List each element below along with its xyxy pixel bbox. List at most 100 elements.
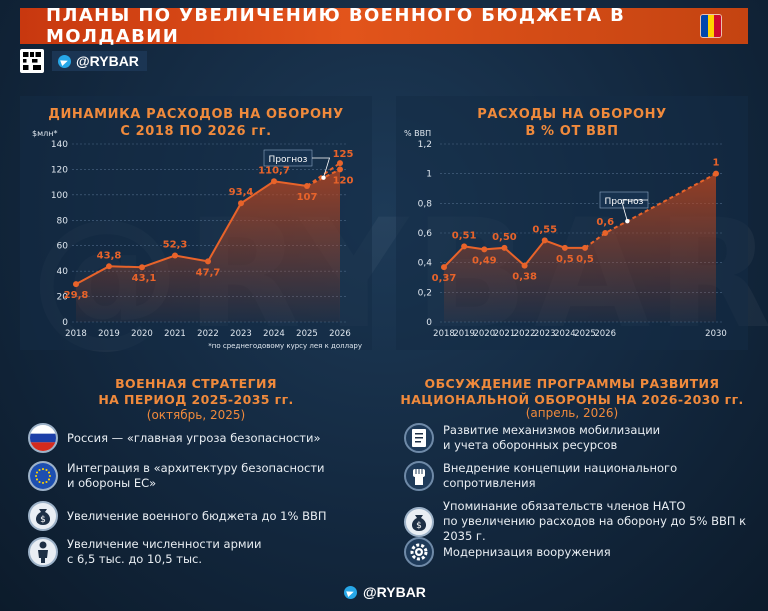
russia-flag-icon bbox=[28, 423, 58, 453]
data-point bbox=[205, 258, 211, 265]
y-tick-label: 140 bbox=[51, 140, 68, 150]
data-point bbox=[139, 264, 145, 271]
fist-icon bbox=[404, 461, 434, 491]
y-tick-label: 1,2 bbox=[418, 140, 432, 150]
x-tick-label: 2020 bbox=[131, 329, 153, 339]
list-item: Развитие механизмов мобилизации и учета … bbox=[404, 423, 660, 453]
y-axis-label: % ВВП bbox=[404, 129, 431, 138]
x-tick-label: 2030 bbox=[705, 329, 727, 339]
data-label: 0,50 bbox=[492, 232, 517, 243]
data-point bbox=[541, 237, 548, 244]
data-point bbox=[602, 230, 609, 236]
y-tick-label: 0,2 bbox=[418, 288, 432, 298]
qr-code-icon[interactable] bbox=[20, 49, 44, 73]
svg-text:$: $ bbox=[40, 515, 46, 525]
series-line bbox=[75, 180, 308, 285]
header-banner: ПЛАНЫ ПО УВЕЛИЧЕНИЮ ВОЕННОГО БЮДЖЕТА В М… bbox=[20, 5, 748, 47]
x-tick-label: 2021 bbox=[164, 329, 186, 339]
data-point bbox=[172, 252, 178, 259]
chart-spending: 0 20 40 60 80 100 120 140 $млн* 2018 2019 2020 2021 2… bbox=[32, 129, 362, 350]
y-tick-label: 0 bbox=[426, 318, 432, 328]
annotation-label: Прогноз bbox=[605, 197, 644, 207]
x-tick-label: 2026 bbox=[594, 329, 616, 339]
chart-gdp: 00,20,40,60,811,2% ВВП201820192020202120… bbox=[404, 129, 727, 339]
brand-tag[interactable]: @RYBAR bbox=[52, 51, 147, 71]
list-item-text: Развитие механизмов мобилизации и учета … bbox=[443, 423, 661, 452]
data-label: 120 bbox=[333, 175, 354, 186]
list-item: Интеграция в «архитектуру безопасности и… bbox=[28, 461, 325, 491]
brand-row: @RYBAR bbox=[20, 48, 147, 74]
data-label: 0,55 bbox=[532, 224, 557, 235]
annotation-dot bbox=[625, 218, 630, 224]
data-label: 93,4 bbox=[229, 187, 254, 198]
telegram-icon bbox=[344, 585, 357, 599]
data-label: 0,5 bbox=[556, 254, 574, 265]
x-tick-label: 2023 bbox=[534, 329, 556, 339]
x-tick-label: 2021 bbox=[494, 329, 516, 339]
moldova-flag-icon bbox=[700, 14, 722, 38]
series-line bbox=[443, 239, 586, 268]
x-tick-label: 2024 bbox=[263, 329, 285, 339]
data-label: 0,5 bbox=[576, 254, 594, 265]
list-item: $ Увеличение военного бюджета до 1% ВВП bbox=[28, 501, 327, 531]
area-fill bbox=[76, 169, 340, 322]
data-point bbox=[73, 281, 79, 288]
data-label: 0,6 bbox=[596, 217, 614, 228]
svg-text:$: $ bbox=[416, 521, 422, 531]
y-tick-label: 40 bbox=[57, 267, 69, 277]
data-label: 43,1 bbox=[132, 273, 157, 284]
y-axis-label: $млн* bbox=[32, 129, 57, 138]
annotation-leader bbox=[312, 157, 331, 178]
program-title: ОБСУЖДЕНИЕ ПРОГРАММЫ РАЗВИТИЯ НАЦИОНАЛЬН… bbox=[400, 376, 744, 407]
annotation-label: Прогноз bbox=[269, 155, 308, 165]
telegram-icon bbox=[58, 54, 71, 68]
data-point bbox=[481, 246, 488, 253]
data-label: 107 bbox=[297, 192, 318, 203]
chart-panel-gdp: РАСХОДЫ НА ОБОРОНУ В % ОТ ВВП 0 0,2 0,4 0,6… bbox=[396, 96, 748, 350]
gear-icon bbox=[404, 537, 434, 567]
data-label: 0,38 bbox=[512, 272, 537, 283]
list-item-text: Упоминание обязательств членов НАТО по у… bbox=[443, 499, 747, 543]
data-label: 29,8 bbox=[64, 290, 89, 301]
data-label: 0,37 bbox=[432, 273, 457, 284]
chart-title-gdp: РАСХОДЫ НА ОБОРОНУ В % ОТ ВВП bbox=[477, 107, 667, 139]
money-bag-icon: $ bbox=[404, 506, 434, 537]
strategy-title: ВОЕННАЯ СТРАТЕГИЯ НА ПЕРИОД 2025-2035 гг… bbox=[98, 376, 294, 407]
flag-stripe-red bbox=[714, 15, 721, 37]
brand-handle: @RYBAR bbox=[76, 53, 139, 69]
strategy-list: Россия — «главная угроза безопасности» Ин… bbox=[28, 423, 368, 573]
y-tick-label: 80 bbox=[57, 216, 69, 226]
data-point bbox=[106, 263, 112, 270]
list-item-text: Увеличение численности армии с 6,5 тыс. … bbox=[67, 537, 262, 566]
data-point bbox=[521, 262, 528, 269]
list-item-text: Увеличение военного бюджета до 1% ВВП bbox=[67, 508, 327, 523]
data-label: 0,49 bbox=[472, 255, 497, 266]
flag-stripe-yellow bbox=[707, 15, 715, 37]
annotation-dot bbox=[321, 175, 326, 180]
data-point bbox=[238, 200, 244, 207]
data-label: 43,8 bbox=[97, 250, 122, 261]
data-point bbox=[713, 170, 719, 177]
y-tick-label: 120 bbox=[51, 165, 68, 175]
program-list: Развитие механизмов мобилизации и учета … bbox=[404, 423, 748, 573]
forecast-line-low bbox=[306, 168, 341, 187]
x-tick-label: 2019 bbox=[453, 329, 475, 339]
data-point bbox=[561, 244, 568, 251]
footer-handle: @RYBAR bbox=[363, 584, 426, 600]
x-tick-label: 2024 bbox=[554, 329, 576, 339]
footer-brand[interactable]: @RYBAR bbox=[344, 582, 426, 602]
list-item: $ Упоминание обязательств членов НАТО по … bbox=[404, 499, 748, 544]
list-item: Модернизация вооружения bbox=[404, 537, 611, 567]
list-item-text: Россия — «главная угроза безопасности» bbox=[67, 430, 321, 445]
soldier-icon bbox=[28, 537, 58, 567]
data-label: 0,51 bbox=[452, 230, 477, 241]
forecast-line bbox=[584, 172, 717, 249]
list-item-text: Интеграция в «архитектуру безопасности и… bbox=[67, 461, 325, 490]
program-subtitle: (апрель, 2026) bbox=[525, 406, 619, 420]
data-label: 1 bbox=[713, 158, 720, 169]
x-tick-label: 2020 bbox=[473, 329, 495, 339]
data-point bbox=[337, 166, 343, 173]
list-item: Россия — «главная угроза безопасности» bbox=[28, 423, 321, 453]
x-tick-label: 2018 bbox=[65, 329, 87, 339]
list-item: Внедрение концепции национального сопрот… bbox=[404, 461, 748, 491]
